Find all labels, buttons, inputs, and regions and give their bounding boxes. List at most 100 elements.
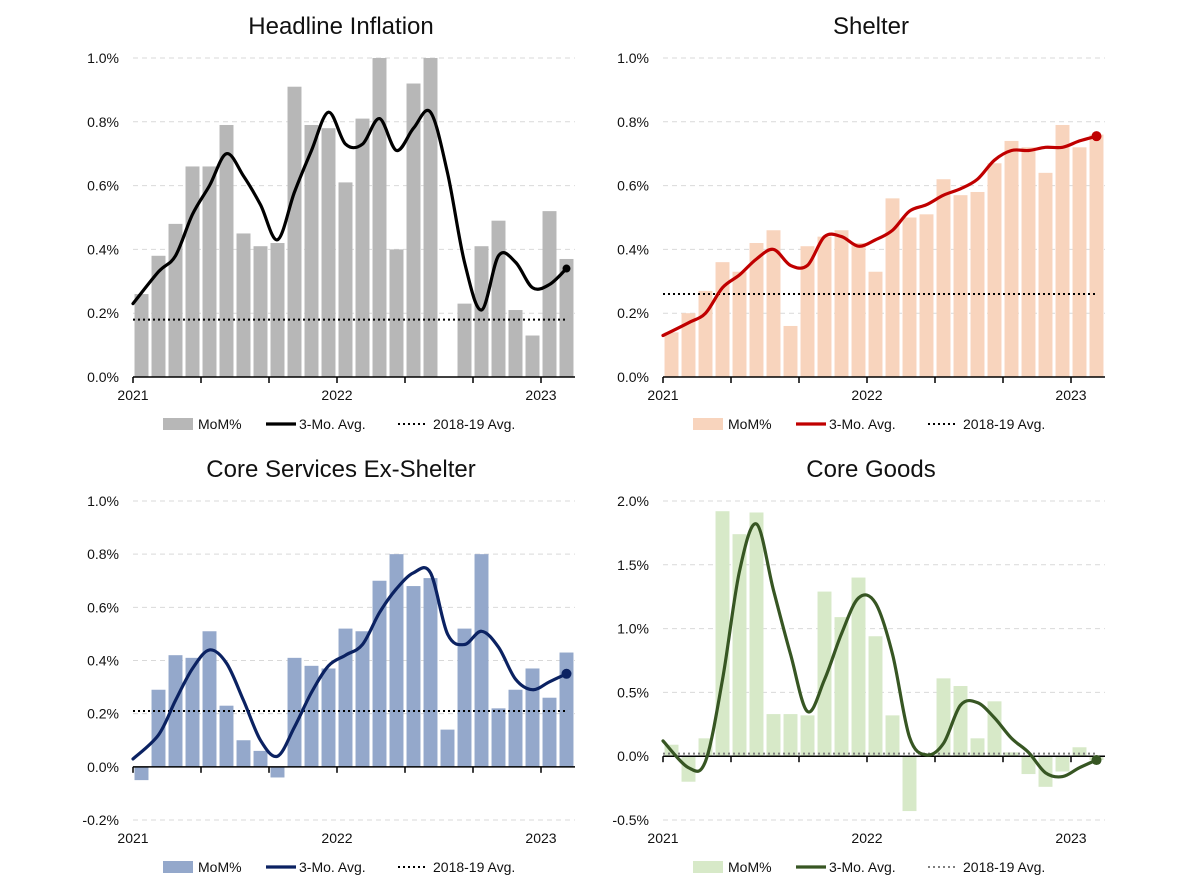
bar <box>270 766 285 778</box>
bar <box>321 128 336 377</box>
x-tick-label: 2022 <box>851 387 882 403</box>
bar <box>491 220 506 377</box>
bar <box>902 756 917 812</box>
series-end-point <box>562 264 571 273</box>
bar <box>800 715 815 757</box>
y-tick-label: 0.2% <box>87 305 119 321</box>
legend-label: MoM% <box>198 859 242 875</box>
bar <box>953 686 968 757</box>
bar <box>1055 756 1070 772</box>
y-tick-label: -0.5% <box>612 812 649 828</box>
bar <box>970 191 985 377</box>
y-tick-label: 0.4% <box>87 653 119 669</box>
legend-label: 3-Mo. Avg. <box>299 859 366 875</box>
bar <box>508 689 523 767</box>
bar <box>817 236 832 377</box>
bar <box>321 668 336 767</box>
bar <box>457 303 472 377</box>
bar <box>817 591 832 757</box>
legend: MoM% 3-Mo. Avg. 2018-19 Avg. <box>693 416 1045 432</box>
bar <box>185 166 200 377</box>
bar <box>168 655 183 767</box>
bar <box>681 313 696 377</box>
bar <box>1072 747 1087 757</box>
legend: MoM% 3-Mo. Avg. 2018-19 Avg. <box>693 859 1045 875</box>
bar <box>766 714 781 757</box>
bar <box>270 243 285 377</box>
bar <box>868 636 883 757</box>
bar <box>987 701 1002 757</box>
legend-swatch-bar <box>693 418 723 430</box>
y-tick-label: 0.5% <box>617 684 649 700</box>
bar <box>834 230 849 377</box>
chart-title: Headline Inflation <box>248 13 433 40</box>
bar <box>406 83 421 378</box>
y-tick-label: 0.6% <box>617 178 649 194</box>
bar <box>1004 140 1019 377</box>
x-tick-label: 2022 <box>851 830 882 846</box>
bar <box>304 124 319 378</box>
legend-swatch-bar <box>693 861 723 873</box>
x-tick-label: 2023 <box>1055 387 1086 403</box>
bar <box>253 750 268 767</box>
bar <box>338 628 353 767</box>
y-tick-label: -0.2% <box>82 812 119 828</box>
bar <box>885 198 900 377</box>
x-tick-label: 2021 <box>117 830 148 846</box>
bar <box>202 166 217 377</box>
bar <box>338 182 353 377</box>
bar <box>1089 134 1104 377</box>
bar <box>457 628 472 767</box>
bar <box>236 740 251 767</box>
bar <box>783 714 798 757</box>
x-tick-label: 2023 <box>1055 830 1086 846</box>
bar <box>508 310 523 377</box>
bar <box>559 652 574 767</box>
series-line <box>661 134 1099 338</box>
bar <box>474 554 489 767</box>
bar <box>1038 172 1053 377</box>
y-tick-label: 0.0% <box>617 369 649 385</box>
legend-label: MoM% <box>728 859 772 875</box>
series-line <box>131 108 569 312</box>
bar <box>987 163 1002 377</box>
y-tick-label: 0.2% <box>87 706 119 722</box>
chart-title: Core Services Ex-Shelter <box>206 456 475 483</box>
bar <box>134 766 149 781</box>
bar <box>1055 124 1070 378</box>
legend-swatch-bar <box>163 861 193 873</box>
bar <box>1004 752 1019 757</box>
y-tick-label: 0.4% <box>87 241 119 257</box>
legend: MoM% 3-Mo. Avg. 2018-19 Avg. <box>163 416 515 432</box>
y-tick-label: 0.2% <box>617 305 649 321</box>
bar <box>834 617 849 757</box>
y-tick-label: 1.0% <box>617 621 649 637</box>
chart-title: Shelter <box>833 13 909 40</box>
bar <box>423 58 438 377</box>
bar <box>885 715 900 757</box>
bar <box>287 657 302 767</box>
bar <box>389 249 404 377</box>
bar <box>542 697 557 767</box>
y-tick-label: 0.8% <box>87 546 119 562</box>
bar <box>732 271 747 377</box>
bar <box>1072 147 1087 377</box>
bar <box>783 325 798 377</box>
bar <box>800 246 815 377</box>
bar <box>423 578 438 767</box>
x-tick-label: 2022 <box>321 830 352 846</box>
y-tick-label: 0.0% <box>87 759 119 775</box>
bar <box>491 708 506 767</box>
bar <box>851 577 866 757</box>
bar <box>902 217 917 377</box>
bar <box>749 243 764 377</box>
legend-swatch-bar <box>163 418 193 430</box>
y-tick-label: 0.8% <box>617 114 649 130</box>
legend-label: 2018-19 Avg. <box>963 416 1045 432</box>
chart-panel-1: Headline Inflation 0.0% 0.2% 0.4% 0.6% 0.8% 1.… <box>87 13 575 432</box>
y-tick-label: 0.6% <box>87 178 119 194</box>
y-tick-label: 0.6% <box>87 599 119 615</box>
bar <box>542 211 557 377</box>
y-tick-label: 2.0% <box>617 493 649 509</box>
